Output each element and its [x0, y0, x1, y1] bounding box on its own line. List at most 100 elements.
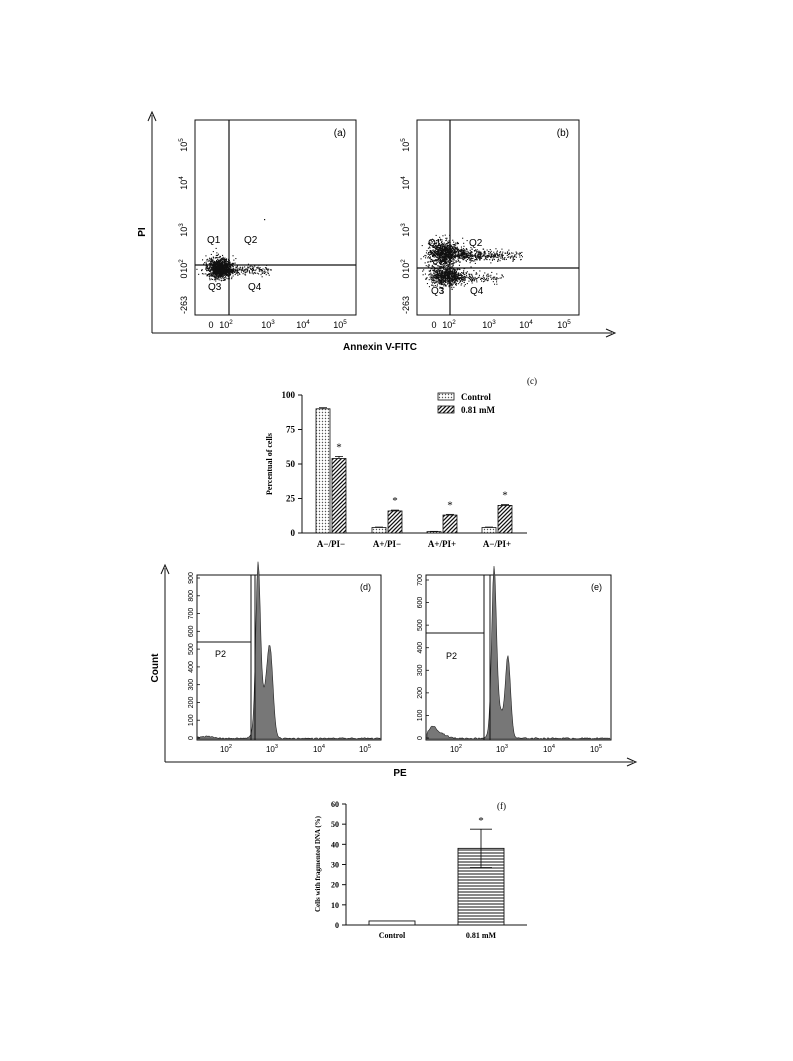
scatter-dot [226, 265, 228, 267]
scatter-dot [224, 269, 226, 271]
scatter-dot [478, 257, 480, 259]
scatter-dot [444, 276, 446, 278]
scatter-dot [439, 281, 441, 283]
scatter-dot [436, 260, 438, 262]
scatter-dot [501, 248, 503, 250]
scatter-dot [451, 280, 453, 282]
scatter-dot [457, 258, 459, 260]
scatter-dot [216, 273, 218, 275]
scatter-dot [463, 274, 465, 276]
scatter-dot [453, 277, 455, 279]
scatter-dot [432, 254, 434, 256]
scatter-dot [235, 272, 237, 274]
scatter-dot [460, 277, 462, 279]
bar [442, 514, 458, 534]
scatter-dot [241, 268, 243, 270]
scatter-dot [209, 267, 211, 269]
scatter-dot [494, 256, 496, 258]
scatter-dot [236, 265, 238, 267]
scatter-dot [457, 243, 459, 245]
scatter-dot [450, 249, 452, 251]
scatter-dot [445, 272, 447, 274]
scatter-dot [221, 266, 223, 268]
scatter-dot [431, 284, 433, 286]
scatter-dot [496, 281, 498, 283]
scatter-dot [430, 261, 432, 263]
scatter-dot [205, 268, 207, 270]
scatter-dot [444, 277, 446, 279]
scatter-dot [228, 278, 230, 280]
scatter-dot [441, 280, 443, 282]
scatter-dot [505, 258, 507, 260]
scatter-dot [455, 282, 457, 284]
scatter-dot [219, 273, 221, 275]
scatter-dot [217, 257, 219, 259]
scatter-dot [223, 275, 225, 277]
scatter-dot [448, 285, 450, 287]
scatter-dot [460, 250, 462, 252]
scatter-dot [434, 245, 436, 247]
scatter-dot [217, 276, 219, 278]
scatter-dot [447, 268, 449, 270]
scatter-dot [457, 275, 459, 277]
scatter-dot [452, 271, 454, 273]
scatter-dot [198, 273, 200, 275]
y-tick-label: 20 [331, 881, 339, 890]
y-tick-label: 102 [178, 259, 189, 273]
scatter-dot [483, 254, 485, 256]
scatter-dot [213, 265, 215, 267]
scatter-dot [477, 256, 479, 258]
scatter-dot [433, 240, 435, 242]
scatter-dot [491, 256, 493, 258]
scatter-dot [214, 271, 216, 273]
scatter-dot [454, 275, 456, 277]
scatter-dot [265, 274, 267, 276]
scatter-dot [437, 241, 439, 243]
scatter-dot [430, 243, 432, 245]
scatter-dot [519, 254, 521, 256]
scatter-dot [254, 272, 256, 274]
scatter-dot [217, 253, 219, 255]
scatter-dot [441, 249, 443, 251]
scatter-dot [434, 263, 436, 265]
scatter-dot [447, 254, 449, 256]
scatter-dot [456, 246, 458, 248]
scatter-dot [446, 258, 448, 260]
scatter-dot [447, 261, 449, 263]
scatter-dot [429, 276, 431, 278]
scatter-dot [262, 271, 264, 273]
scatter-dot [434, 259, 436, 261]
scatter-dot [232, 270, 234, 272]
scatter-dot [471, 258, 473, 260]
scatter-dot [448, 273, 450, 275]
scatter-dot [229, 272, 231, 274]
scatter-dot [449, 250, 451, 252]
scatter-dot [244, 274, 246, 276]
scatter-dot [438, 257, 440, 259]
category-label: A+/PI+ [428, 539, 456, 549]
scatter-dot [471, 248, 473, 250]
scatter-dot [246, 268, 248, 270]
x-tick-label: 105 [333, 319, 347, 330]
scatter-dot [475, 273, 477, 275]
scatter-dot [213, 276, 215, 278]
scatter-dot [433, 279, 435, 281]
scatter-dot [466, 248, 468, 250]
x-tick-label: 103 [496, 744, 508, 754]
scatter-dot [461, 257, 463, 259]
scatter-dot [454, 252, 456, 254]
scatter-dot [436, 274, 438, 276]
scatter-dot [436, 285, 438, 287]
scatter-dot [433, 253, 435, 255]
scatter-dot [498, 254, 500, 256]
scatter-dot [471, 255, 473, 257]
scatter-dot [229, 264, 231, 266]
scatter-dot [207, 268, 209, 270]
scatter-dot [464, 279, 466, 281]
scatter-dot [441, 257, 443, 259]
scatter-dot [445, 237, 447, 239]
scatter-dot [433, 285, 435, 287]
scatter-dot [438, 257, 440, 259]
scatter-dot [472, 260, 474, 262]
